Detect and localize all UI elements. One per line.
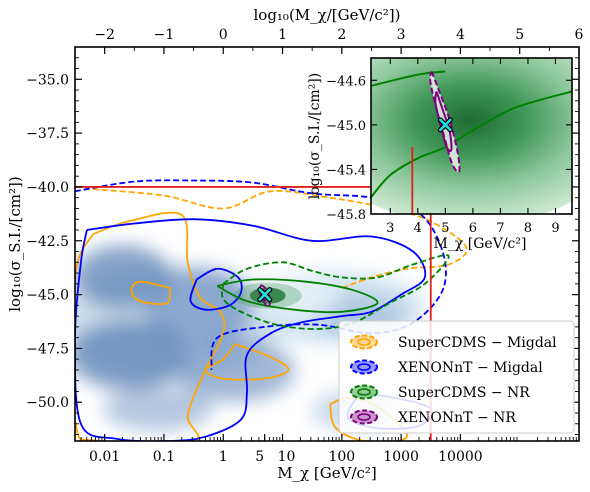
- inset-y-tick-label: −44.6: [326, 74, 366, 89]
- inset-x-tick-label: 4: [414, 221, 422, 236]
- legend-box: [338, 320, 575, 434]
- top-x-tick-label: 4: [456, 27, 465, 43]
- inset-x-tick-label: 3: [386, 221, 394, 236]
- x-axis-label: M_χ [GeV/c²]: [277, 464, 377, 482]
- inset-x-axis-label: M_χ [GeV/c²]: [434, 236, 527, 252]
- heat-blob: [103, 386, 214, 431]
- inset-y-tick-label: −45.0: [326, 119, 366, 134]
- inset-x-tick-label: 9: [551, 221, 559, 236]
- inset-y-axis-label: log₁₀(σ_S.I./[cm²]): [307, 73, 323, 199]
- y-tick-label: −40.0: [26, 180, 69, 196]
- inset-benchmark-marker: [437, 117, 453, 133]
- legend-swatch-inner: [357, 413, 371, 421]
- legend-swatch-inner: [357, 338, 371, 346]
- top-x-tick-label: 6: [575, 27, 584, 43]
- heat-blob: [144, 267, 255, 348]
- legend-entry-label: SuperCDMS − Migdal: [398, 335, 557, 351]
- inset-x-tick-label: 7: [496, 221, 504, 236]
- top-x-axis-label: log₁₀(M_χ/[GeV/c²]): [253, 6, 400, 24]
- legend-swatch: [350, 409, 378, 425]
- benchmark-marker: [257, 287, 273, 303]
- y-axis-label: log₁₀(σ_S.I./[cm²]): [6, 176, 24, 312]
- inset-x-tick-label: 5: [441, 221, 449, 236]
- contour-line: [75, 211, 226, 441]
- contour-line: [204, 343, 290, 381]
- inset-zoom-panel: 3 4 5 6 7 8 9 −44.6 −45.0 −45.4 −45.8 M_χ [GeV/c²]…: [307, 57, 573, 252]
- benchmark-x: [258, 288, 272, 301]
- x-tick-label: 1: [219, 449, 228, 465]
- contour-line: [75, 179, 447, 371]
- legend-swatch: [350, 334, 378, 350]
- main-axis-ticks: 0.01 0.1 1 5 10 100 1000 10000 −2 −1 0 1 2 3 4 5 6 −35.0 −…: [26, 27, 583, 465]
- inset-benchmark-x: [439, 118, 452, 132]
- legend-swatch: [350, 384, 378, 400]
- x-tick-label: 10000: [438, 449, 483, 465]
- top-x-tick-label: −2: [94, 27, 115, 43]
- y-tick-label: −45.0: [26, 288, 69, 304]
- x-tick-label: 1000: [383, 449, 419, 465]
- x-tick-label: 0.01: [89, 449, 120, 465]
- legend-swatch: [350, 359, 378, 375]
- top-x-tick-label: −1: [154, 27, 175, 43]
- top-x-tick-label: 1: [278, 27, 287, 43]
- legend-swatch-inner: [357, 363, 371, 371]
- y-tick-label: −35.0: [26, 72, 69, 88]
- legend: SuperCDMS − Migdal XENONnT − Migdal SuperC…: [338, 320, 575, 434]
- main-plot-frame: [74, 46, 580, 442]
- top-x-tick-label: 5: [515, 27, 524, 43]
- contour-line: [92, 188, 468, 289]
- legend-entry-label: XENONnT − Migdal: [398, 360, 543, 376]
- inset-x-tick-label: 6: [469, 221, 477, 236]
- x-tick-label: 100: [328, 449, 355, 465]
- x-tick-label: 0.1: [153, 449, 175, 465]
- x-tick-label: 10: [278, 449, 296, 465]
- top-x-tick-label: 2: [337, 27, 346, 43]
- y-tick-label: −50.0: [26, 395, 69, 411]
- inset-frame: [370, 57, 573, 215]
- inset-y-tick-label: −45.4: [326, 163, 366, 178]
- contour-line: [189, 267, 243, 311]
- y-tick-label: −42.5: [26, 234, 69, 250]
- inset-x-tick-label: 8: [524, 221, 532, 236]
- contour-line: [216, 278, 379, 314]
- top-x-tick-label: 0: [219, 27, 228, 43]
- y-tick-label: −37.5: [26, 126, 69, 142]
- inset-contour-line: [371, 90, 572, 198]
- inset-density-glow: [371, 58, 572, 214]
- legend-swatch-inner: [357, 388, 371, 396]
- heat-blob: [75, 245, 173, 310]
- top-x-tick-label: 3: [397, 27, 406, 43]
- inset-contour-line: [371, 70, 446, 87]
- legend-entry-label: XENONnT − NR: [398, 410, 516, 426]
- contour-line: [75, 218, 427, 441]
- inset-y-tick-label: −45.8: [326, 208, 366, 223]
- x-tick-label: 5: [255, 449, 264, 465]
- contour-line: [130, 280, 171, 305]
- heat-blob: [75, 319, 189, 390]
- inset-axis-ticks: 3 4 5 6 7 8 9 −44.6 −45.0 −45.4 −45.8: [326, 58, 572, 236]
- y-tick-label: −47.5: [26, 341, 69, 357]
- legend-entry-label: SuperCDMS − NR: [398, 385, 530, 401]
- contour-line: [221, 254, 450, 330]
- inset-contour-line: [434, 91, 453, 152]
